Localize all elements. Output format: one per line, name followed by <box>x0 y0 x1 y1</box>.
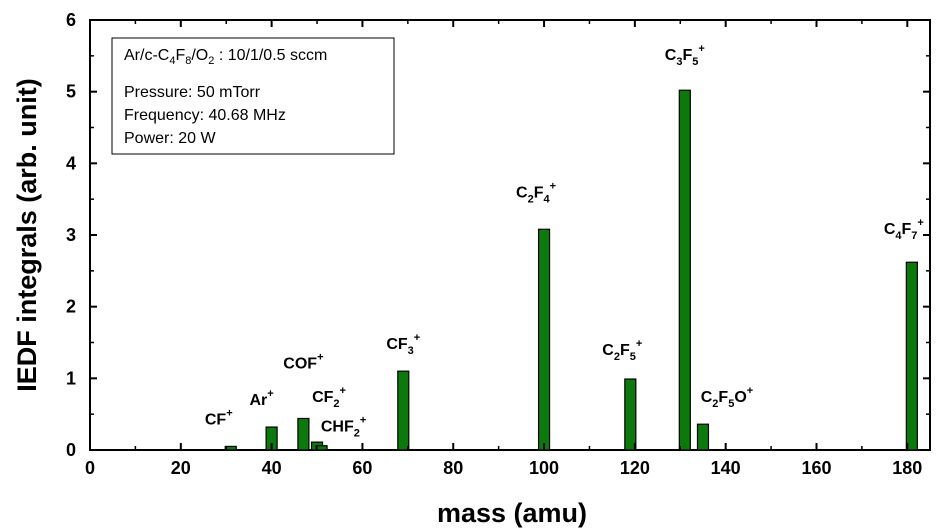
y-tick-label: 1 <box>66 368 76 388</box>
peak-label: CF3+ <box>386 332 420 357</box>
bar-31 <box>224 445 237 451</box>
bar-131 <box>678 89 691 451</box>
x-tick-label: 0 <box>85 458 95 478</box>
axis-ticks: 0 20 40 60 80 100 120 140 160 180 0 1 2 3 4 5 6 <box>66 10 930 478</box>
legend-box: Ar/c-C4F8/O2 : 10/1/0.5 sccm Pressure: 5… <box>111 37 395 155</box>
peak-label: C2F5O+ <box>701 385 753 410</box>
bar-119 <box>624 378 637 451</box>
bars <box>224 89 918 451</box>
bar-47 <box>297 417 310 451</box>
y-tick-label: 2 <box>66 297 76 317</box>
peak-label: CHF2+ <box>321 415 366 440</box>
peak-label: CF+ <box>205 407 233 428</box>
peak-label: CF2+ <box>312 385 346 410</box>
y-tick-label: 3 <box>66 225 76 245</box>
y-tick-label: 5 <box>66 82 76 102</box>
bar-51 <box>315 445 328 451</box>
x-tick-label: 80 <box>443 458 463 478</box>
y-tick-label: 0 <box>66 440 76 460</box>
peak-label: C3F5+ <box>665 43 705 68</box>
legend-pressure: Pressure: 50 mTorr <box>124 84 261 101</box>
x-tick-label: 40 <box>262 458 282 478</box>
bar-135 <box>696 423 710 451</box>
x-tick-label: 160 <box>801 458 831 478</box>
x-tick-label: 120 <box>620 458 650 478</box>
x-tick-label: 180 <box>892 458 922 478</box>
x-axis-label: mass (amu) <box>437 498 587 528</box>
bar-69 <box>397 370 410 451</box>
peak-label: C2F4+ <box>516 180 556 205</box>
peak-labels: CF+ Ar+ COF+ CF2+ CHF2+ CF3+ C2F4+ C2F5+ C3F5+ C2… <box>205 43 924 439</box>
bar-181 <box>905 261 918 451</box>
peak-label: COF+ <box>283 351 323 372</box>
y-tick-label: 6 <box>66 10 76 30</box>
y-tick-label: 4 <box>66 153 76 173</box>
peak-label: C2F5+ <box>602 338 642 363</box>
bar-100 <box>537 228 551 451</box>
x-tick-label: 140 <box>711 458 741 478</box>
peak-label: Ar+ <box>250 388 274 409</box>
x-tick-label: 100 <box>529 458 559 478</box>
legend-frequency: Frequency: 40.68 MHz <box>124 107 286 124</box>
peak-label: C4F7+ <box>884 217 924 242</box>
legend-power: Power: 20 W <box>124 130 216 147</box>
legend-gas-mixture: Ar/c-C4F8/O2 : 10/1/0.5 sccm <box>124 47 327 67</box>
x-tick-label: 20 <box>171 458 191 478</box>
x-tick-label: 60 <box>352 458 372 478</box>
y-axis-label: IEDF integrals (arb. unit) <box>12 78 42 392</box>
